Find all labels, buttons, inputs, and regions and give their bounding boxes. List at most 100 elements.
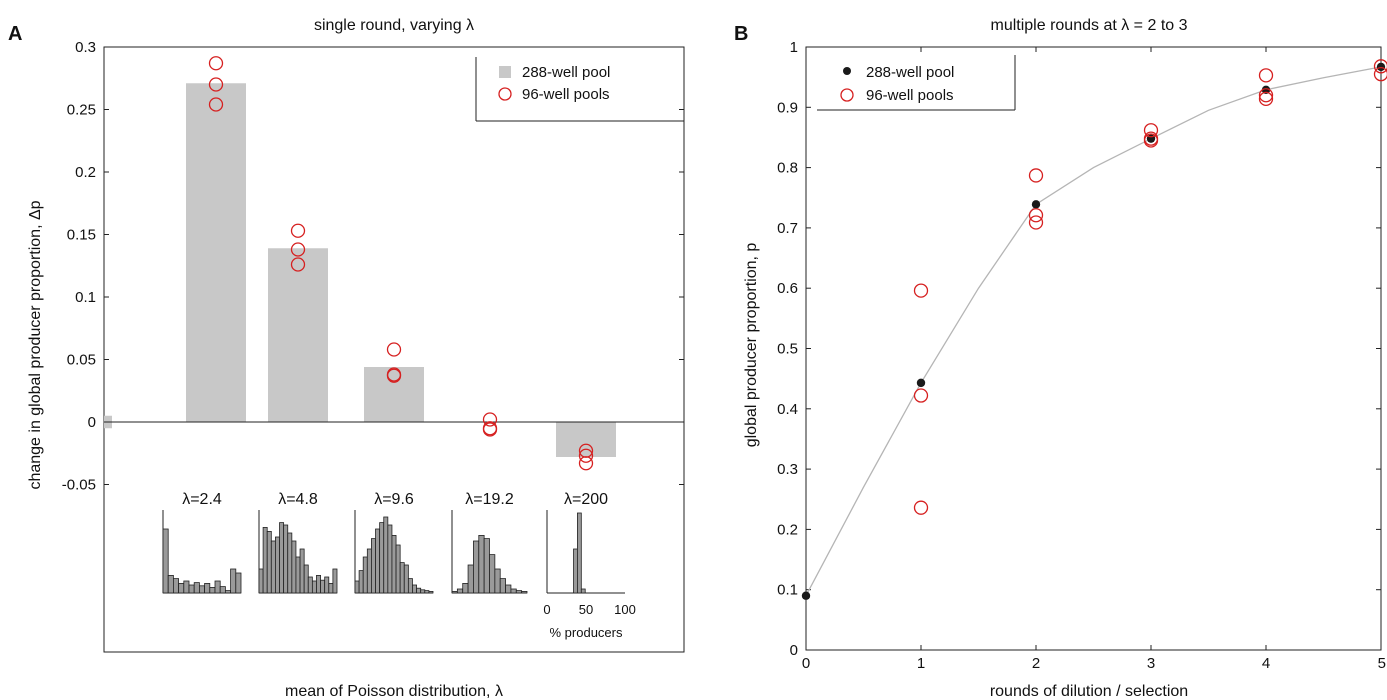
inset-bin: [473, 540, 480, 594]
data-point: [1143, 123, 1159, 138]
data-point: [578, 448, 594, 463]
inset-bin: [162, 528, 169, 594]
inset-bin: [214, 580, 221, 594]
inset-bin: [283, 524, 289, 594]
y-tick-label: 0: [790, 642, 798, 659]
x-tick-label: 5: [1378, 655, 1386, 672]
data-point: [1373, 66, 1387, 82]
y-tick-label: 0.1: [75, 289, 96, 306]
inset-bin: [467, 564, 474, 594]
data-point-dot: [1261, 85, 1271, 95]
inset-axis-title: % producers: [550, 625, 623, 640]
inset-lambda-label: λ=9.6: [374, 491, 414, 508]
y-tick-label: 1: [790, 39, 798, 56]
y-tick-label: 0.1: [777, 582, 798, 599]
inset-bin: [224, 590, 231, 594]
legend-circle-swatch: [498, 87, 512, 101]
inset-bin: [279, 522, 285, 594]
inset-bin: [358, 570, 364, 594]
inset-bin: [403, 564, 409, 594]
bar: [556, 422, 616, 457]
legend-a-entry-2: 96-well pools: [522, 86, 610, 103]
inset-tick-label: 100: [614, 602, 636, 617]
y-tick-label: 0.9: [777, 99, 798, 116]
inset-bin: [510, 588, 517, 594]
panel-b-marks: 0 0.1 0.2 0.3 0.4 0.5 0.6 0.7 0.8 0.9 1 0 1 2 3 4 5: [777, 39, 1387, 672]
data-point-dot: [801, 591, 811, 600]
y-tick-label: 0: [88, 414, 96, 431]
inset-bin: [316, 575, 321, 594]
y-tick-label: 0.2: [777, 521, 798, 538]
inset-bin: [204, 583, 211, 594]
panel-b-title: multiple rounds at λ = 2 to 3: [991, 17, 1188, 34]
inset-bin: [258, 568, 264, 594]
inset-bin: [395, 544, 401, 594]
panel-a-plot-frame: [103, 46, 685, 653]
data-point-dot: [916, 378, 926, 388]
inset-bin: [478, 535, 485, 594]
inset-bin: [499, 578, 506, 594]
inset-bin: [379, 522, 385, 594]
inset-bin: [371, 538, 376, 594]
panel-a-letter: A: [8, 23, 22, 45]
legend-a-entry-1: 288-well pool: [522, 64, 610, 81]
inset-lambda-label: λ=200: [564, 491, 608, 508]
y-tick-label: -0.05: [62, 477, 96, 494]
inset-bin: [230, 568, 237, 594]
panel-a-title: single round, varying λ: [314, 17, 474, 34]
data-point: [208, 77, 224, 92]
panel-b-y-axis-title: global producer proportion, p: [743, 243, 760, 448]
data-point: [913, 283, 929, 298]
panel-b-letter: B: [734, 23, 748, 45]
inset-tick-label: 50: [579, 602, 593, 617]
inset-bin: [383, 516, 389, 594]
data-point: [1258, 91, 1274, 107]
y-tick-label: 0.05: [67, 352, 96, 369]
inset-lambda-label: λ=19.2: [465, 491, 514, 508]
inset-bin: [307, 576, 313, 594]
inset-bin: [188, 584, 195, 594]
inset-bin: [324, 576, 330, 594]
data-point: [1143, 133, 1159, 148]
inset-bin: [420, 589, 426, 594]
y-tick-label: 0.15: [67, 227, 96, 244]
data-point: [482, 421, 498, 436]
bar: [268, 248, 328, 422]
x-tick-label: 3: [1147, 655, 1155, 672]
inset-bin: [483, 538, 490, 594]
inset-bin: [462, 583, 469, 594]
inset-bin: [235, 572, 242, 594]
panel-b-plot-frame: [805, 46, 1382, 651]
legend-b-entry-2: 96-well pools: [866, 87, 954, 104]
inset-bin: [399, 562, 405, 594]
data-point: [1028, 208, 1044, 223]
panel-a-y-axis-title: change in global producer proportion, Δp: [27, 200, 44, 489]
inset-bin: [287, 532, 293, 594]
inset-bin: [262, 527, 268, 594]
y-tick-label: 0.2: [75, 164, 96, 181]
inset-bin: [299, 548, 305, 594]
inset-bin: [375, 528, 381, 594]
data-point-dot: [1376, 62, 1386, 72]
data-point: [913, 388, 929, 403]
inset-bin: [424, 590, 430, 594]
inset-bin: [270, 540, 276, 594]
inset-bin: [209, 587, 216, 594]
inset-bin: [193, 582, 200, 594]
data-point: [1258, 68, 1274, 83]
data-point: [1028, 168, 1044, 183]
inset-bin: [515, 590, 523, 594]
bar: [364, 367, 424, 422]
inset-bin: [366, 548, 372, 594]
inset-bin: [580, 588, 586, 594]
inset-bin: [198, 585, 205, 594]
inset-bin: [494, 568, 501, 594]
data-point: [482, 412, 498, 427]
inset-lambda-label: λ=2.4: [182, 491, 222, 508]
inset-bin: [178, 583, 185, 594]
inset-bin: [412, 584, 417, 594]
legend-bar-swatch: [499, 66, 511, 78]
inset-bin: [416, 587, 422, 594]
panel-a-insets: λ=2.4 λ=4.8 λ=9.6 λ=19.2 λ=200 0 50 100 % produc…: [162, 491, 636, 640]
inset-bin: [505, 584, 512, 594]
